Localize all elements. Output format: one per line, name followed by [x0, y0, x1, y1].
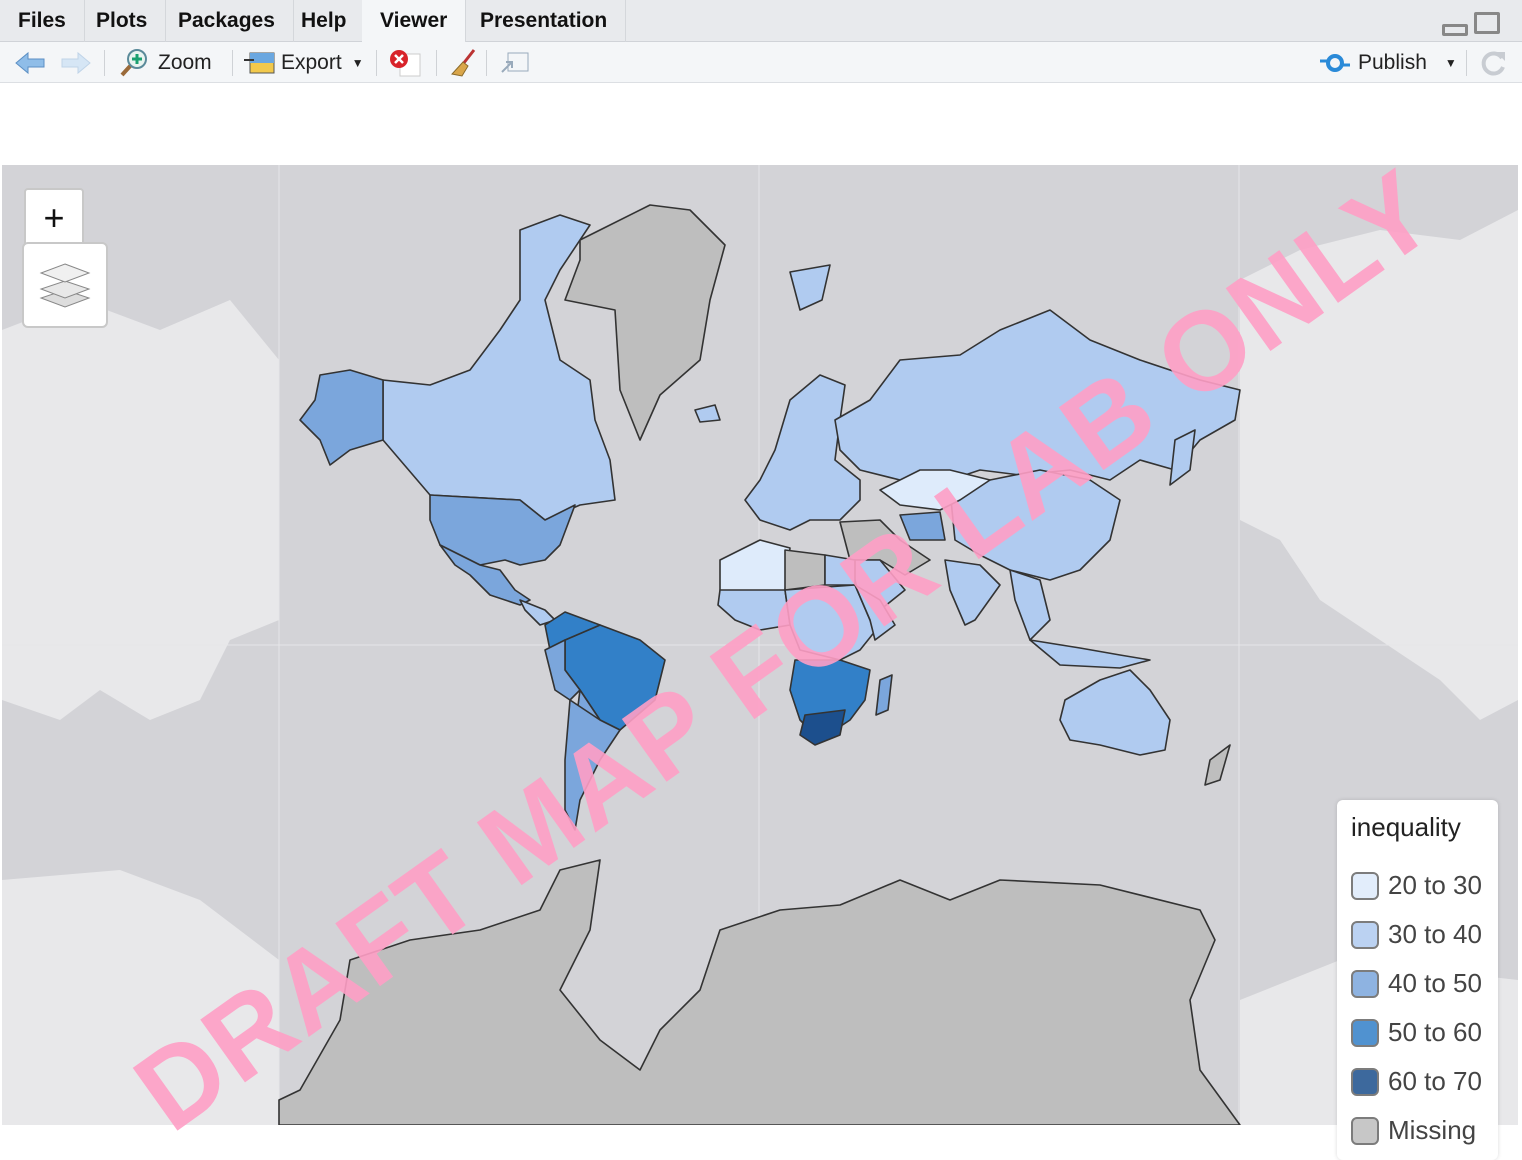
zoom-in-button[interactable]: +: [43, 197, 65, 238]
country-polygon[interactable]: [1009, 569, 1051, 641]
map-legend: inequality 20 to 30 30 to 40 40 to 50 50 to…: [1337, 800, 1498, 1160]
legend-swatch: [1351, 871, 1379, 900]
tab-help[interactable]: Help: [283, 0, 366, 42]
legend-item: Missing: [1351, 1106, 1484, 1155]
show-in-window-icon: [501, 52, 529, 73]
country-polygon[interactable]: [949, 469, 1121, 581]
legend-label: 40 to 50: [1388, 968, 1482, 998]
forward-button[interactable]: [60, 42, 92, 83]
publish-icon: [1320, 53, 1350, 72]
arrow-right-icon: [61, 51, 91, 74]
country-polygon[interactable]: [564, 699, 621, 831]
country-polygon[interactable]: [899, 511, 946, 541]
legend-item: 20 to 30: [1351, 861, 1484, 910]
zoom-button[interactable]: Zoom: [118, 42, 212, 83]
tab-files[interactable]: Files: [0, 0, 85, 42]
publish-label: Publish: [1358, 50, 1427, 74]
tab-presentation[interactable]: Presentation: [462, 0, 627, 42]
legend-swatch: [1351, 1116, 1379, 1145]
country-polygon[interactable]: [544, 611, 601, 651]
clear-all-button[interactable]: [448, 42, 478, 83]
layers-icon: [39, 263, 91, 308]
legend-swatch: [1351, 920, 1379, 949]
country-polygon[interactable]: [1169, 429, 1196, 486]
choropleth-layer[interactable]: [278, 204, 1241, 1125]
country-polygon[interactable]: [299, 369, 384, 466]
broom-icon: [451, 48, 476, 77]
legend-label: 60 to 70: [1388, 1066, 1482, 1096]
legend-title: inequality: [1351, 812, 1461, 842]
country-polygon[interactable]: [1059, 669, 1171, 756]
tab-viewer[interactable]: Viewer: [362, 0, 467, 43]
refresh-icon: [1481, 50, 1505, 75]
legend-item: 50 to 60: [1351, 1008, 1484, 1057]
legend-label: Missing: [1388, 1115, 1477, 1145]
magnifier-plus-icon: [120, 48, 147, 76]
country-polygon[interactable]: [1204, 744, 1231, 786]
popout-button[interactable]: [500, 42, 530, 83]
tab-packages[interactable]: Packages: [160, 0, 294, 42]
maximize-pane-button[interactable]: [1474, 12, 1500, 34]
remove-viewer-button[interactable]: [388, 42, 422, 83]
country-polygon[interactable]: [879, 469, 991, 511]
zoom-label: Zoom: [158, 50, 212, 74]
country-polygon[interactable]: [854, 584, 896, 641]
refresh-button[interactable]: [1478, 42, 1508, 83]
remove-icon: [390, 49, 421, 76]
country-polygon[interactable]: [439, 544, 531, 606]
minimize-pane-button[interactable]: [1442, 24, 1468, 36]
layers-control-button[interactable]: [22, 242, 108, 328]
country-polygon[interactable]: [278, 859, 1241, 1125]
dropdown-caret-icon: ▼: [1444, 55, 1457, 70]
country-polygon[interactable]: [744, 374, 861, 531]
legend-swatch: [1351, 1067, 1379, 1096]
country-polygon[interactable]: [875, 674, 893, 716]
country-polygon[interactable]: [799, 709, 846, 746]
country-polygon[interactable]: [789, 264, 831, 311]
legend-item: 30 to 40: [1351, 910, 1484, 959]
arrow-left-icon: [15, 51, 45, 74]
legend-swatch: [1351, 969, 1379, 998]
viewer-content: + −: [2, 84, 1518, 1156]
legend-label: 20 to 30: [1388, 870, 1482, 900]
legend-label: 50 to 60: [1388, 1017, 1482, 1047]
pane-tabs: Files Plots Packages Help Viewer Present…: [0, 0, 1522, 43]
country-polygon[interactable]: [944, 559, 1001, 626]
tab-plots[interactable]: Plots: [78, 0, 167, 42]
legend-item: 40 to 50: [1351, 959, 1484, 1008]
country-polygon[interactable]: [1029, 639, 1151, 669]
export-label: Export: [281, 50, 342, 74]
export-button[interactable]: Export ▼: [244, 42, 364, 83]
publish-button[interactable]: Publish ▼: [1318, 42, 1457, 83]
country-polygon[interactable]: [564, 204, 726, 441]
legend-swatch: [1351, 1018, 1379, 1047]
dropdown-caret-icon: ▼: [351, 55, 364, 70]
export-image-icon: [244, 52, 275, 73]
legend-label: 30 to 40: [1388, 919, 1482, 949]
leaflet-map[interactable]: [2, 165, 1518, 1125]
viewer-toolbar: Zoom Export ▼ Publish ▼: [0, 42, 1522, 83]
legend-item: 60 to 70: [1351, 1057, 1484, 1106]
country-polygon[interactable]: [694, 404, 721, 423]
back-button[interactable]: [14, 42, 46, 83]
